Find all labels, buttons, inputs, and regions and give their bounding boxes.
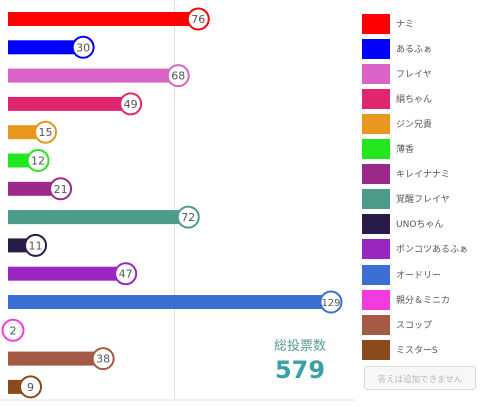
add-answer-button[interactable]: 答えは追加できません	[364, 366, 476, 390]
bar-value-label: 68	[171, 70, 185, 83]
legend-swatch	[362, 239, 390, 260]
legend-label: 薄香	[396, 145, 415, 156]
bar	[8, 351, 104, 366]
bar-value-marker	[71, 35, 95, 59]
legend-label: スコップ	[396, 320, 433, 331]
bar-value-label: 9	[27, 381, 34, 394]
legend-label: ナミ	[396, 20, 415, 30]
bar	[8, 266, 126, 281]
legend-item: ジン兄貴	[362, 114, 480, 135]
legend-swatch	[362, 139, 390, 160]
bar-value-label: 129	[321, 298, 340, 309]
bar-value-label: 47	[119, 268, 133, 281]
legend-swatch	[362, 214, 390, 235]
bar-value-marker	[34, 120, 58, 144]
legend-swatch	[362, 314, 390, 335]
legend-item: 薄香	[362, 139, 480, 160]
legend-item: 絹ちゃん	[362, 89, 480, 110]
legend-label: 絹ちゃん	[396, 95, 433, 106]
legend-swatch	[362, 39, 390, 60]
bar-value-marker	[91, 347, 115, 371]
legend-label: ポンコツあるふぁ	[396, 245, 469, 256]
legend-label: あるふぁ	[396, 45, 433, 56]
legend-label: 覚醒フレイヤ	[396, 195, 450, 206]
legend-item: ミスターS	[362, 339, 480, 360]
legend-swatch	[362, 89, 390, 110]
legend-item: キレイナナミ	[362, 164, 480, 185]
bar-value-label: 15	[39, 126, 53, 139]
bar	[8, 68, 179, 83]
legend-item: 親分＆ミニカ	[362, 289, 480, 310]
bar-value-label: 76	[191, 13, 205, 26]
bar-value-label: 12	[31, 155, 45, 168]
legend-swatch	[362, 339, 390, 360]
bar	[8, 12, 199, 26]
bar-value-label: 72	[181, 211, 195, 224]
bar-value-marker	[166, 64, 190, 88]
bar-chart: 76 30 68 49 15 12 21 72 11 47 129 2 38 9	[0, 0, 356, 401]
legend-label: 親分＆ミニカ	[396, 295, 451, 306]
legend-swatch	[362, 164, 390, 185]
legend-item: オードリー	[362, 264, 480, 285]
bar-value-marker	[119, 92, 143, 116]
legend-label: オードリー	[396, 270, 442, 281]
legend-item: ポンコツあるふぁ	[362, 239, 480, 260]
bar-value-marker	[319, 290, 343, 314]
bar-value-marker	[114, 262, 138, 286]
bar-value-label: 30	[76, 41, 90, 54]
legend-label: ジン兄貴	[396, 120, 433, 131]
legend-item: スコップ	[362, 314, 480, 335]
legend-swatch	[362, 14, 390, 34]
total-votes-label: 総投票数	[273, 339, 326, 354]
legend-swatch	[362, 289, 390, 310]
bar-value-label: 2	[10, 324, 17, 337]
bar	[8, 181, 61, 196]
legend-label: UNOちゃん	[396, 220, 444, 231]
bar-value-marker	[176, 205, 200, 229]
bar-value-label: 21	[54, 183, 68, 196]
legend-label: フレイヤ	[396, 70, 432, 81]
legend-label: キレイナナミ	[396, 170, 450, 181]
bar	[8, 210, 189, 225]
legend-swatch	[362, 114, 390, 135]
bar	[8, 40, 84, 55]
legend-swatch	[362, 189, 390, 210]
bar-value-label: 11	[29, 239, 43, 252]
bar-value-marker	[24, 233, 48, 257]
total-votes-value: 579	[274, 356, 326, 384]
legend-label: ミスターS	[396, 345, 438, 356]
legend-item: ナミ	[362, 14, 480, 34]
chart-legend: ナミあるふぁフレイヤ絹ちゃんジン兄貴薄香キレイナナミ 覚醒フレイヤ UNOちゃんポン…	[362, 8, 480, 360]
legend-swatch	[362, 64, 390, 85]
bar-value-label: 49	[124, 98, 138, 111]
legend-item: 覚醒フレイヤ	[362, 189, 480, 210]
bar-value-marker	[49, 177, 73, 201]
bar-value-marker	[26, 149, 50, 172]
bar	[8, 295, 331, 309]
legend-item: フレイヤ	[362, 64, 480, 85]
bar-value-label: 38	[96, 353, 110, 366]
legend-item: あるふぁ	[362, 39, 480, 60]
bar-value-marker	[186, 7, 210, 31]
bar-value-marker	[1, 318, 25, 342]
bar	[8, 96, 131, 111]
bar-value-marker	[19, 375, 43, 399]
legend-item: UNOちゃん	[362, 214, 480, 235]
legend-swatch	[362, 264, 390, 285]
